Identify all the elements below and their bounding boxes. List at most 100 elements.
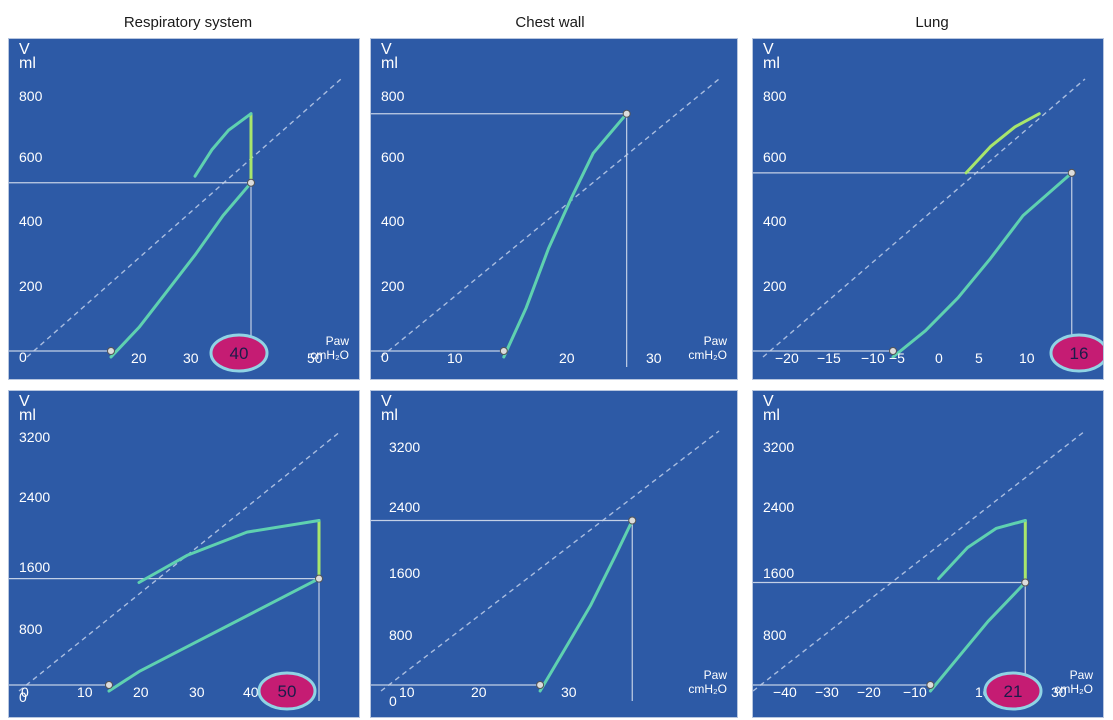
y-tick-label: 800 xyxy=(19,88,43,104)
x-tick-label: 10 xyxy=(447,350,463,366)
identity-line xyxy=(18,430,342,692)
end-point-marker xyxy=(1067,168,1076,177)
y-axis-label-v: V xyxy=(763,393,774,410)
start-point-marker xyxy=(889,347,897,355)
y-tick-label: 1600 xyxy=(19,559,50,575)
end-point-marker xyxy=(622,109,631,118)
x-tick-label: 10 xyxy=(77,684,93,700)
x-tick-label: −15 xyxy=(817,350,841,366)
series-line-1 xyxy=(928,581,1027,693)
start-point-marker xyxy=(107,347,115,355)
x-axis-unit-bottom: cmH₂O xyxy=(688,348,727,362)
y-tick-label: 600 xyxy=(19,149,43,165)
series-line-1 xyxy=(891,171,1074,359)
y-tick-label: 0 xyxy=(19,689,27,705)
x-tick-label: −10 xyxy=(861,350,885,366)
y-tick-label: 800 xyxy=(763,627,787,643)
y-axis-label-unit: ml xyxy=(19,407,36,424)
x-axis-unit-bottom: cmH₂O xyxy=(1054,682,1093,696)
series-line-3 xyxy=(193,112,253,178)
value-badge xyxy=(983,671,1043,711)
identity-line xyxy=(380,78,720,358)
y-tick-label: 800 xyxy=(389,627,413,643)
x-tick-label: 20 xyxy=(131,350,147,366)
x-tick-label: 0 xyxy=(935,350,943,366)
y-tick-label: 2400 xyxy=(19,489,50,505)
y-axis-label-unit: ml xyxy=(381,55,398,72)
y-tick-label: 3200 xyxy=(19,429,50,445)
end-point-marker xyxy=(247,178,255,187)
x-tick-label: −10 xyxy=(903,684,927,700)
value-badge xyxy=(1049,333,1103,373)
start-point-marker xyxy=(499,347,508,355)
column-title-respiratory-system: Respiratory system xyxy=(123,14,253,31)
y-tick-label: 2400 xyxy=(389,499,420,515)
x-tick-label: 30 xyxy=(646,350,662,366)
x-tick-label: −5 xyxy=(889,350,905,366)
y-tick-label: 800 xyxy=(381,88,405,104)
series-line-2 xyxy=(964,112,1041,175)
y-axis-label-unit: ml xyxy=(763,55,780,72)
y-tick-label: 800 xyxy=(763,88,787,104)
y-axis-label-v: V xyxy=(19,41,30,58)
y-tick-label: 200 xyxy=(381,278,405,294)
series-line-3 xyxy=(137,519,321,584)
x-tick-label: 20 xyxy=(133,684,149,700)
y-tick-label: 600 xyxy=(763,149,787,165)
x-tick-label: 20 xyxy=(471,684,487,700)
y-tick-label: 400 xyxy=(19,213,43,229)
y-tick-label: 0 xyxy=(19,349,27,365)
x-tick-label: 20 xyxy=(559,350,575,366)
identity-line xyxy=(380,430,720,692)
x-tick-label: −30 xyxy=(815,684,839,700)
end-point-marker xyxy=(315,574,323,583)
x-tick-label: 0 xyxy=(21,684,29,700)
y-axis-label-v: V xyxy=(381,393,392,410)
value-badge xyxy=(257,671,317,711)
x-tick-label: 30 xyxy=(183,350,199,366)
value-badge-label: 16 xyxy=(1070,344,1089,363)
x-tick-label: −40 xyxy=(773,684,797,700)
end-point-marker xyxy=(628,516,637,525)
identity-line xyxy=(762,78,1086,358)
y-tick-label: 400 xyxy=(381,213,405,229)
series-line-3 xyxy=(937,519,1027,581)
x-tick-label: 10 xyxy=(1019,350,1035,366)
x-axis-unit-top: Paw xyxy=(704,668,728,682)
y-axis-label-unit: ml xyxy=(19,55,36,72)
x-tick-label: 5 xyxy=(975,350,983,366)
chart-plot: 800 600 400 200 −20 −15 −10 −5 0 5 10 16 xyxy=(753,78,1103,373)
y-axis-label-v: V xyxy=(19,393,30,410)
value-badge-label: 21 xyxy=(1004,682,1023,701)
y-tick-label: 1600 xyxy=(763,565,794,581)
y-tick-label: 2400 xyxy=(763,499,794,515)
x-tick-label: 50 xyxy=(307,350,323,366)
x-tick-label: −20 xyxy=(775,350,799,366)
y-tick-label: 200 xyxy=(19,278,43,294)
x-tick-label: 30 xyxy=(1051,684,1067,700)
x-tick-label: 30 xyxy=(561,684,577,700)
x-tick-label: 10 xyxy=(399,684,415,700)
identity-line xyxy=(26,78,342,358)
x-axis-unit-top: Paw xyxy=(1070,668,1094,682)
y-axis-label-unit: ml xyxy=(763,407,780,424)
column-title-lung: Lung xyxy=(915,14,949,31)
identity-line xyxy=(753,430,1086,692)
y-tick-label: 3200 xyxy=(389,439,420,455)
column-title-chest-wall: Chest wall xyxy=(515,14,585,31)
y-axis-label-v: V xyxy=(763,41,774,58)
y-tick-label: 1600 xyxy=(389,565,420,581)
value-badge-label: 40 xyxy=(230,344,249,363)
